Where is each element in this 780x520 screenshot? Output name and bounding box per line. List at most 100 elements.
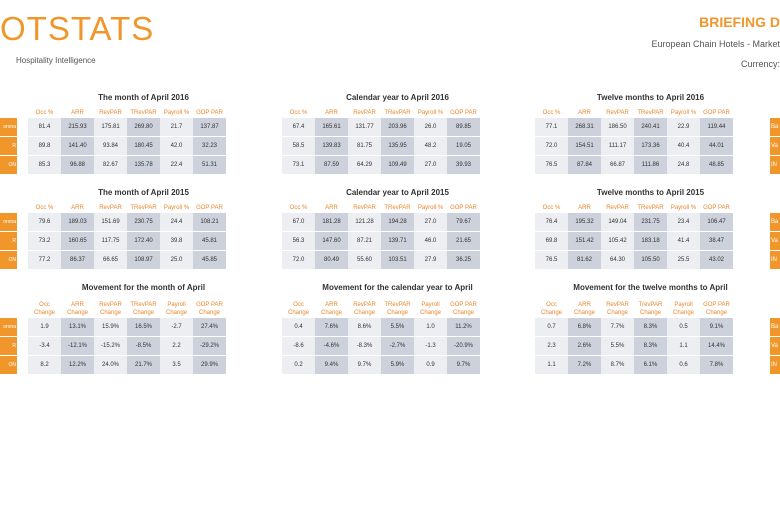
table-cell: 96.88 <box>61 156 94 174</box>
table-cell: 76.5 <box>535 156 568 174</box>
table-cell: 108.97 <box>127 251 160 269</box>
table-cell: 173.36 <box>634 137 667 155</box>
table-cell: 151.69 <box>94 213 127 231</box>
table-cell: 27.0 <box>414 156 447 174</box>
column-header: GOP PAR Change <box>196 302 223 316</box>
table-cell: 154.51 <box>568 137 601 155</box>
column-header: RevPAR <box>353 110 376 116</box>
table-block: Calendar year to April 2016 Occ % ARR RevPA… <box>282 91 513 174</box>
column-header: ARR <box>578 110 591 116</box>
column-header: TRevPAR <box>637 110 664 116</box>
table-block: The month of April 2015 Occ % ARR RevPAR TRe… <box>28 186 259 269</box>
table-cell: 77.2 <box>28 251 61 269</box>
table-row: 76.5 87.84 66.87 111.86 24.8 48.85 <box>535 156 766 174</box>
table-cell: 8.7% <box>601 356 634 374</box>
column-header: Payroll Change <box>165 302 188 316</box>
table-cell: 9.7% <box>447 356 480 374</box>
row-label-left: R <box>0 137 17 155</box>
table-cell: 66.87 <box>601 156 634 174</box>
table-row: 76.5 81.62 64.30 105.50 25.5 43.02 <box>535 251 766 269</box>
table-cell: 2.2 <box>160 337 193 355</box>
table-cell: 0.9 <box>414 356 447 374</box>
table-cell: 108.21 <box>193 213 226 231</box>
column-header: Payroll Change <box>672 302 695 316</box>
table-cell: 117.75 <box>94 232 127 250</box>
table-cell: 80.49 <box>315 251 348 269</box>
table-cell: 119.44 <box>700 118 733 136</box>
table-cell: 72.0 <box>282 251 315 269</box>
table-cell: 240.41 <box>634 118 667 136</box>
table-row: 2.3 2.6% 5.5% 8.3% 1.1 14.4% <box>535 337 766 355</box>
table-cell: 27.9 <box>414 251 447 269</box>
column-header: TRevPAR Change <box>130 302 157 316</box>
table-title: Calendar year to April 2016 <box>346 93 449 102</box>
table-cell: 183.18 <box>634 232 667 250</box>
table-cell: 109.49 <box>381 156 414 174</box>
row-label-right: Va <box>770 232 780 250</box>
table-cell: 3.5 <box>160 356 193 374</box>
table-row: 0.4 7.6% 8.6% 5.5% 1.0 11.2% <box>282 318 513 336</box>
table-cell: 0.5 <box>667 318 700 336</box>
table-row: 67.4 165.61 131.77 203.96 26.0 89.85 <box>282 118 513 136</box>
table-cell: 87.59 <box>315 156 348 174</box>
table-cell: 121.28 <box>348 213 381 231</box>
table-cell: 139.71 <box>381 232 414 250</box>
table-cell: 45.85 <box>193 251 226 269</box>
table-cell: 26.0 <box>414 118 447 136</box>
table-cell: 135.95 <box>381 137 414 155</box>
table-cell: 149.04 <box>601 213 634 231</box>
table-title: Twelve months to April 2016 <box>596 93 705 102</box>
table-cell: 151.42 <box>568 232 601 250</box>
table-cell: -8.6 <box>282 337 315 355</box>
table-cell: 186.50 <box>601 118 634 136</box>
table-cell: 48.85 <box>700 156 733 174</box>
currency-label: Currency: <box>740 59 780 69</box>
table-cell: 12.2% <box>61 356 94 374</box>
column-header: GOP PAR Change <box>703 302 730 316</box>
table-cell: 24.4 <box>160 213 193 231</box>
table-cell: 13.1% <box>61 318 94 336</box>
row-label-left: ON <box>0 251 17 269</box>
table-cell: 46.0 <box>414 232 447 250</box>
table-cell: 89.85 <box>447 118 480 136</box>
table-cell: 73.1 <box>282 156 315 174</box>
table-cell: 147.60 <box>315 232 348 250</box>
table-cell: -29.2% <box>193 337 226 355</box>
table-cell: 85.3 <box>28 156 61 174</box>
table-title: Twelve months to April 2015 <box>596 188 705 197</box>
column-header: RevPAR Change <box>606 302 629 316</box>
column-headers: Occ % ARR RevPAR TRevPAR Payroll % GOP PAR <box>282 200 513 212</box>
column-header: ARR <box>325 110 338 116</box>
table-cell: 203.96 <box>381 118 414 136</box>
table-cell: 194.28 <box>381 213 414 231</box>
column-headers: Occ Change ARR Change RevPAR Change TRevPAR… <box>28 295 259 317</box>
table-cell: 38.47 <box>700 232 733 250</box>
table-cell: 32.23 <box>193 137 226 155</box>
table-cell: 43.02 <box>700 251 733 269</box>
column-headers: Occ % ARR RevPAR TRevPAR Payroll % GOP PAR <box>535 105 766 117</box>
table-cell: 172.40 <box>127 232 160 250</box>
table-cell: 67.4 <box>282 118 315 136</box>
table-cell: 51.31 <box>193 156 226 174</box>
table-cell: 9.1% <box>700 318 733 336</box>
table-cell: 175.81 <box>94 118 127 136</box>
table-cell: 93.84 <box>94 137 127 155</box>
column-header: ARR <box>71 205 84 211</box>
table-cell: 8.3% <box>634 337 667 355</box>
table-cell: 25.5 <box>667 251 700 269</box>
table-row: 79.6 189.03 151.69 230.75 24.4 108.21 <box>28 213 259 231</box>
column-header: RevPAR Change <box>353 302 376 316</box>
column-header: RevPAR <box>606 205 629 211</box>
table-cell: 29.9% <box>193 356 226 374</box>
table-cell: 230.75 <box>127 213 160 231</box>
table-cell: 36.25 <box>447 251 480 269</box>
row-label-right: Va <box>770 337 780 355</box>
table-cell: 39.93 <box>447 156 480 174</box>
table-row: 73.2 160.65 117.75 172.40 39.8 45.81 <box>28 232 259 250</box>
table-cell: 2.6% <box>568 337 601 355</box>
table-cell: 27.4% <box>193 318 226 336</box>
table-cell: 8.2 <box>28 356 61 374</box>
table-cell: 86.37 <box>61 251 94 269</box>
row-label-right: IN <box>770 156 780 174</box>
column-header: RevPAR Change <box>99 302 122 316</box>
